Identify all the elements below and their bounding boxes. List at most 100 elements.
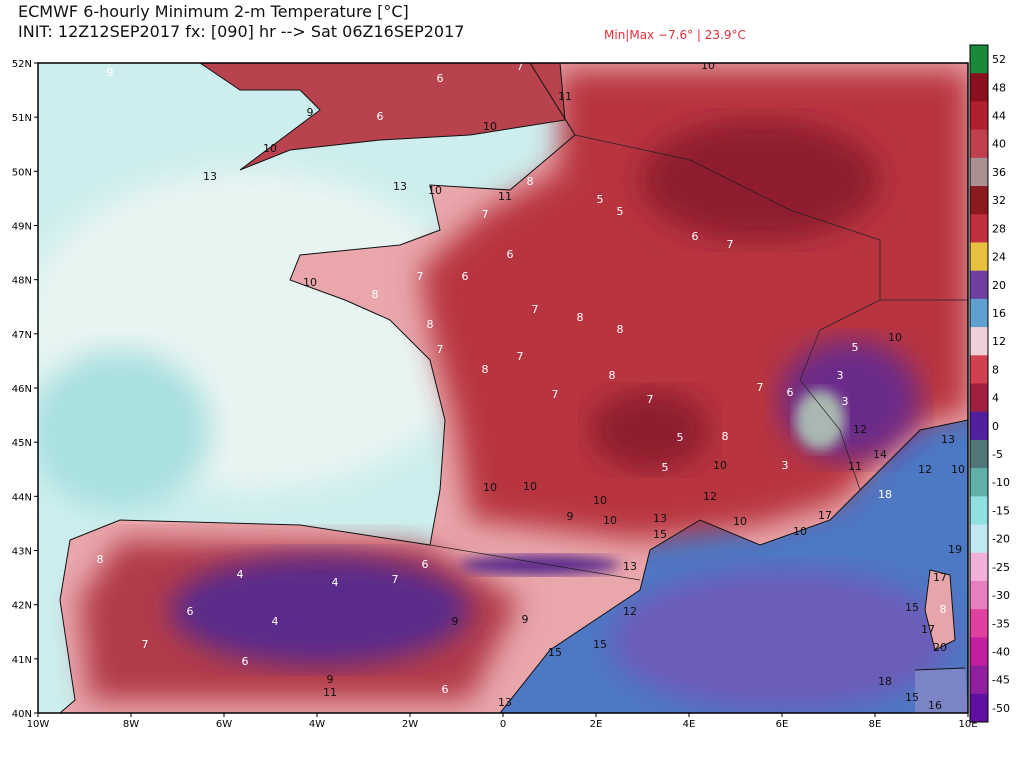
station-value: 6: [377, 110, 384, 123]
station-value: 7: [727, 238, 734, 251]
station-value: 7: [417, 270, 424, 283]
colorbar-label: -25: [992, 561, 1010, 574]
station-value: 13: [941, 433, 955, 446]
station-value: 4: [272, 615, 279, 628]
colorbar-label: -30: [992, 589, 1010, 602]
colorbar-frame: [969, 44, 989, 723]
station-value: 16: [928, 699, 942, 712]
station-value: 7: [392, 573, 399, 586]
station-value: 17: [933, 571, 947, 584]
station-value: 15: [905, 601, 919, 614]
station-value: 10: [793, 525, 807, 538]
lat-label: 43N: [12, 547, 32, 558]
station-value: 17: [818, 509, 832, 522]
lon-label: 6W: [216, 719, 232, 730]
station-value: 15: [905, 691, 919, 704]
colorbar-swatch: [970, 45, 988, 74]
lon-label: 10E: [958, 719, 977, 730]
colorbar-swatch: [970, 270, 988, 300]
station-value: 8: [527, 175, 534, 188]
station-value: 8: [940, 603, 947, 616]
station-value: 19: [948, 543, 962, 556]
lat-label: 50N: [12, 167, 32, 178]
station-value: 6: [507, 248, 514, 261]
lat-label: 47N: [12, 330, 32, 341]
station-value: 15: [653, 528, 667, 541]
station-value: 13: [653, 512, 667, 525]
colorbar-label: 8: [992, 363, 999, 376]
station-value: 7: [517, 350, 524, 363]
colorbar-label: 44: [992, 110, 1006, 123]
station-value: 8: [722, 430, 729, 443]
lon-label: 4W: [309, 719, 325, 730]
lat-label: 45N: [12, 438, 32, 449]
station-value: 9: [522, 613, 529, 626]
min-max: Min|Max −7.6° | 23.9°C: [604, 28, 746, 42]
station-value: 13: [498, 696, 512, 709]
station-value: 10: [951, 463, 965, 476]
colorbar-swatch: [970, 73, 988, 102]
colorbar-swatch: [970, 101, 988, 131]
colorbar-label: 16: [992, 307, 1006, 320]
station-value: 5: [677, 431, 684, 444]
station-value: 7: [482, 208, 489, 221]
station-value: 4: [332, 576, 339, 589]
station-value: 9: [567, 510, 574, 523]
colorbar-label: 32: [992, 194, 1006, 207]
colorbar-swatch: [970, 693, 988, 723]
colorbar-swatch: [970, 157, 988, 187]
station-value: 13: [623, 560, 637, 573]
station-value: 8: [97, 553, 104, 566]
lat-label: 40N: [12, 709, 32, 720]
colorbar-swatch: [970, 327, 988, 356]
station-value: 3: [782, 459, 789, 472]
colorbar-swatch: [970, 580, 988, 610]
station-value: 9: [107, 66, 114, 79]
colorbar-label: 20: [992, 279, 1006, 292]
station-value: 10: [701, 59, 715, 72]
colorbar-swatch: [970, 298, 988, 328]
lon-label: 8W: [123, 719, 139, 730]
station-value: 8: [427, 318, 434, 331]
station-value: 9: [307, 106, 314, 119]
lat-label: 51N: [12, 113, 32, 124]
station-value: 7: [517, 60, 524, 73]
lon-label: 2W: [402, 719, 418, 730]
station-value: 7: [647, 393, 654, 406]
station-value: 11: [848, 460, 862, 473]
station-value: 18: [878, 488, 892, 501]
station-value: 17: [921, 623, 935, 636]
station-value: 10: [483, 120, 497, 133]
colorbar-label: 24: [992, 251, 1006, 264]
station-value: 10: [523, 480, 537, 493]
colorbar-label: -50: [992, 702, 1010, 715]
colorbar-swatch: [970, 609, 988, 638]
lat-label: 41N: [12, 655, 32, 666]
colorbar-swatch: [970, 468, 988, 497]
station-value: 6: [187, 605, 194, 618]
station-value: 11: [498, 190, 512, 203]
colorbar-label: -10: [992, 476, 1010, 489]
colorbar-swatch: [970, 242, 988, 272]
station-value: 8: [617, 323, 624, 336]
station-value: 6: [462, 270, 469, 283]
lat-label: 52N: [12, 59, 32, 70]
station-value: 13: [203, 170, 217, 183]
colorbar-swatch: [970, 383, 988, 413]
station-value: 11: [558, 90, 572, 103]
title: ECMWF 6-hourly Minimum 2-m Temperature […: [18, 2, 409, 21]
station-value: 6: [692, 230, 699, 243]
station-value: 12: [623, 605, 637, 618]
colorbar-label: -5: [992, 448, 1003, 461]
lon-label: 10W: [27, 719, 50, 730]
colorbar-label: 48: [992, 81, 1006, 94]
colorbar-label: 36: [992, 166, 1006, 179]
lat-label: 46N: [12, 384, 32, 395]
station-value: 6: [787, 386, 794, 399]
coastline: [59, 63, 968, 713]
colorbar-swatch: [970, 552, 988, 582]
station-value: 5: [852, 341, 859, 354]
lat-label: 42N: [12, 601, 32, 612]
colorbar-label: 28: [992, 222, 1006, 235]
